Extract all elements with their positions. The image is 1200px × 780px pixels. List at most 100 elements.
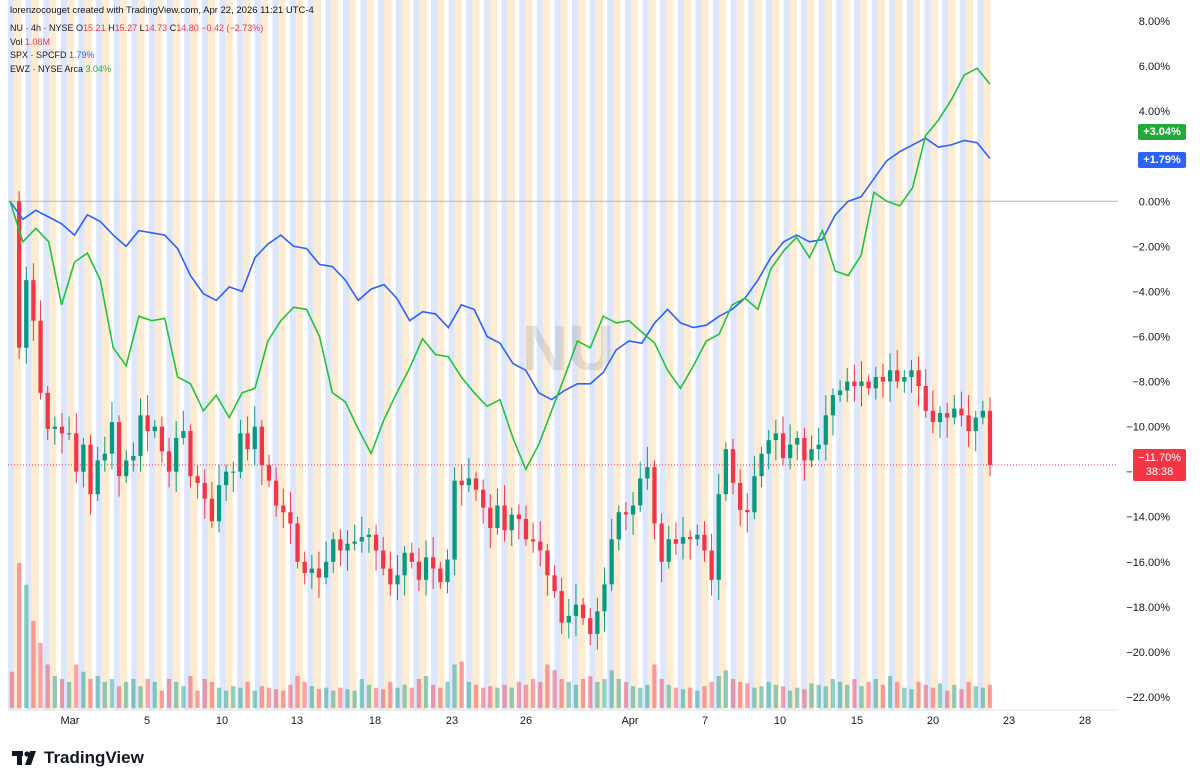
session-band-post (924, 0, 931, 710)
candle-body (873, 377, 878, 389)
legend-ewz-row[interactable]: EWZ · NYSE Arca 3.04% (10, 63, 263, 77)
candle-body (281, 505, 286, 513)
candle-body (688, 537, 693, 540)
y-tick-label: 0.00% (1139, 196, 1170, 208)
candle-body (616, 512, 621, 540)
volume-bar (52, 676, 57, 708)
volume-bar (116, 686, 122, 708)
volume-bar (816, 684, 821, 708)
legend-ewz-label: EWZ · NYSE Arca (10, 63, 84, 74)
session-band-post (96, 0, 103, 710)
volume-bar (174, 681, 179, 708)
candle-body (980, 410, 985, 418)
session-band-post (836, 0, 843, 710)
session-band-post (818, 0, 825, 710)
legend: NU · 4h · NYSE O15.21 H15.27 L14.73 C14.… (10, 22, 263, 76)
x-tick-label: 10 (216, 715, 228, 727)
y-tick-label: −20.00% (1126, 647, 1170, 659)
volume-bar (145, 679, 150, 708)
candle-body (159, 426, 165, 452)
volume-bar (523, 684, 529, 708)
volume-bar (195, 690, 200, 708)
legend-vol-label: Vol (10, 36, 23, 47)
session-band-post (871, 0, 878, 710)
session-band-pre (948, 0, 956, 710)
candle-body (902, 377, 907, 382)
session-band-pre (930, 0, 938, 710)
candle-body (680, 537, 686, 544)
candle-body (945, 413, 950, 418)
legend-nu-row[interactable]: NU · 4h · NYSE O15.21 H15.27 L14.73 C14.… (10, 22, 263, 36)
tradingview-logo[interactable]: TradingView (12, 748, 144, 768)
session-band-post (307, 0, 314, 710)
volume-bar (566, 681, 571, 708)
volume-bar (316, 689, 322, 708)
session-band-pre (296, 0, 304, 710)
volume-bar (730, 679, 736, 708)
legend-spx-row[interactable]: SPX · SPCFD 1.79% (10, 49, 263, 63)
session-band-pre (401, 0, 409, 710)
session-band-pre (155, 0, 163, 710)
session-band-pre (983, 0, 991, 710)
session-band-pre (472, 0, 480, 710)
y-tick-label: 4.00% (1139, 106, 1170, 118)
candle-body (352, 541, 357, 544)
x-tick-label: 18 (369, 715, 381, 727)
volume-bar (895, 681, 900, 708)
volume-bar (388, 681, 393, 708)
candle-body (288, 512, 293, 524)
legend-close-label: C (169, 23, 177, 33)
y-axis: 8.00%6.00%4.00%2.00%0.00%−2.00%−4.00%−6.… (1126, 16, 1170, 704)
volume-bar (709, 681, 714, 708)
candle-body (859, 381, 864, 387)
volume-bar (695, 690, 700, 708)
volume-bar (959, 689, 964, 708)
volume-bar (630, 686, 636, 708)
nu-candles (17, 191, 993, 650)
candle-body (309, 568, 314, 574)
volume-bar (545, 664, 550, 708)
legend-ewz-value: 3.04% (85, 63, 112, 74)
volume-bar (930, 687, 936, 708)
session-band-pre (102, 0, 110, 710)
volume-bar (509, 687, 514, 708)
volume-bar (759, 686, 764, 708)
session-band-pre (842, 0, 850, 710)
volume-bar (481, 687, 486, 708)
session-band-post (642, 0, 649, 710)
candle-body (459, 480, 464, 486)
session-band-pre (666, 0, 674, 710)
session-band-pre (525, 0, 533, 710)
candle-body (52, 426, 57, 429)
y-tick-label: −14.00% (1126, 512, 1170, 524)
volume-bar (331, 690, 336, 708)
session-band-post (889, 0, 896, 710)
candle-body (538, 541, 543, 551)
candle-body (795, 437, 800, 445)
session-band-pre (313, 0, 321, 710)
volume-bar (859, 686, 864, 708)
legend-spx-value: 1.79% (69, 50, 95, 60)
y-tick-label: 6.00% (1139, 61, 1170, 73)
candle-body (645, 467, 650, 479)
session-band-pre (772, 0, 780, 710)
volume-bar (181, 686, 186, 708)
candle-body (395, 575, 400, 585)
session-band-pre (895, 0, 903, 710)
candle-body (759, 453, 764, 477)
session-band-post (448, 0, 455, 710)
volume-bar (887, 676, 893, 708)
session-band-pre (384, 0, 392, 710)
volume-bar (88, 679, 93, 708)
legend-vol-row[interactable]: Vol 1.08M (10, 36, 263, 50)
session-band-post (765, 0, 773, 710)
volume-bar (302, 681, 307, 708)
volume-bar (238, 687, 243, 708)
legend-open-label: O (76, 23, 84, 33)
volume-bar (495, 687, 500, 708)
volume-bar (38, 642, 43, 708)
volume-bar (852, 679, 857, 708)
volume-bar (45, 664, 50, 708)
candle-body (816, 444, 821, 450)
